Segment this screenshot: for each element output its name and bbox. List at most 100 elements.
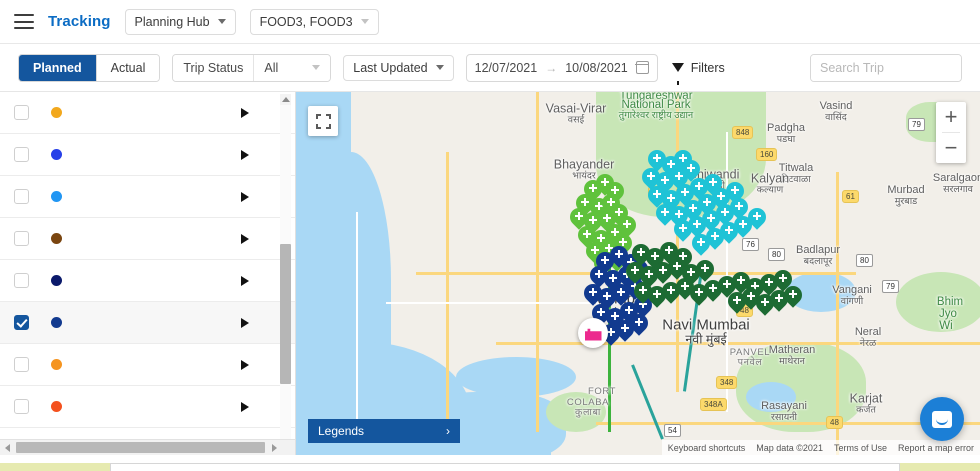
- map-marker-pin[interactable]: [626, 310, 652, 336]
- map-marker-pin[interactable]: [702, 224, 728, 250]
- map-marker-pin[interactable]: [586, 262, 612, 288]
- attribution-link[interactable]: Report a map error: [897, 442, 974, 453]
- table-row[interactable]: [0, 260, 295, 302]
- map-marker-pin[interactable]: [700, 276, 726, 302]
- map-canvas[interactable]: Vasai-Virar वसई Tungareshwar National Park त…: [296, 92, 980, 455]
- last-updated-dropdown[interactable]: Last Updated: [343, 54, 454, 81]
- entity-select-dropdown[interactable]: FOOD3, FOOD3: [249, 8, 379, 35]
- map-marker-pin[interactable]: [652, 200, 678, 226]
- row-checkbox[interactable]: [14, 105, 29, 120]
- map-marker-pin[interactable]: [566, 204, 592, 230]
- map-marker-pin[interactable]: [664, 254, 690, 280]
- map-marker-pin[interactable]: [738, 284, 764, 310]
- play-triangle-icon[interactable]: [241, 191, 249, 202]
- trip-status-select[interactable]: All: [253, 54, 331, 81]
- tab-planned[interactable]: Planned: [19, 54, 96, 81]
- map-marker-pin[interactable]: [694, 190, 720, 216]
- attribution-link[interactable]: Keyboard shortcuts: [667, 442, 746, 453]
- map-marker-pin[interactable]: [580, 208, 606, 234]
- map-marker-pin[interactable]: [700, 170, 726, 196]
- map-marker-pin[interactable]: [742, 274, 768, 300]
- play-triangle-icon[interactable]: [241, 317, 249, 328]
- map-marker-pin[interactable]: [610, 230, 636, 256]
- date-range-picker[interactable]: 12/07/2021 → 10/08/2021: [465, 53, 658, 82]
- table-row[interactable]: [0, 218, 295, 260]
- map-marker-pin[interactable]: [608, 280, 634, 306]
- table-row[interactable]: [0, 302, 295, 344]
- row-checkbox[interactable]: [14, 399, 29, 414]
- plan-mode-toggle[interactable]: Planned Actual: [18, 53, 161, 82]
- play-triangle-icon[interactable]: [241, 107, 249, 118]
- map-marker-pin[interactable]: [726, 194, 752, 220]
- map-marker-pin[interactable]: [656, 238, 682, 264]
- row-checkbox[interactable]: [14, 189, 29, 204]
- zoom-in-button[interactable]: +: [944, 104, 958, 129]
- map-marker-pin[interactable]: [708, 184, 734, 210]
- table-row[interactable]: [0, 386, 295, 428]
- map-marker-pin[interactable]: [650, 258, 676, 284]
- scrollbar-thumb[interactable]: [280, 244, 291, 384]
- map-marker-pin[interactable]: [588, 226, 614, 252]
- map-marker-pin[interactable]: [628, 240, 654, 266]
- map-marker-pin[interactable]: [652, 168, 678, 194]
- map-marker-pin[interactable]: [616, 298, 642, 324]
- map-marker-pin[interactable]: [580, 280, 606, 306]
- map-marker-pin[interactable]: [598, 320, 624, 346]
- map-marker-pin[interactable]: [602, 304, 628, 330]
- map-marker-pin[interactable]: [686, 280, 712, 306]
- map-marker-pin[interactable]: [630, 278, 656, 304]
- map-marker-pin[interactable]: [670, 244, 696, 270]
- table-row[interactable]: [0, 134, 295, 176]
- map-marker-pin[interactable]: [638, 164, 664, 190]
- planning-hub-dropdown[interactable]: Planning Hub: [124, 8, 236, 35]
- play-triangle-icon[interactable]: [241, 233, 249, 244]
- hscrollbar-thumb[interactable]: [16, 442, 265, 453]
- map-marker-pin[interactable]: [678, 260, 704, 286]
- map-marker-pin[interactable]: [670, 146, 696, 172]
- map-marker-pin[interactable]: [588, 300, 614, 326]
- map-marker-pin[interactable]: [596, 236, 622, 262]
- map-marker-pin[interactable]: [728, 268, 754, 294]
- tab-actual[interactable]: Actual: [95, 54, 160, 81]
- scroll-up-button[interactable]: [280, 94, 291, 105]
- map-marker-pin[interactable]: [606, 242, 632, 268]
- map-marker-pin[interactable]: [644, 146, 670, 172]
- play-triangle-icon[interactable]: [241, 149, 249, 160]
- map-marker-pin[interactable]: [622, 258, 648, 284]
- map-marker-pin[interactable]: [592, 170, 618, 196]
- map-marker-pin[interactable]: [770, 266, 796, 292]
- map-marker-pin[interactable]: [594, 284, 620, 310]
- table-row[interactable]: [0, 344, 295, 386]
- map-marker-pin[interactable]: [602, 220, 628, 246]
- map-marker-pin[interactable]: [598, 190, 624, 216]
- map-marker-pin[interactable]: [678, 156, 704, 182]
- date-from[interactable]: 12/07/2021: [474, 60, 538, 75]
- map-marker-pin[interactable]: [606, 200, 632, 226]
- map-marker-pin[interactable]: [744, 204, 770, 230]
- map-marker-pin[interactable]: [600, 266, 626, 292]
- attribution-link[interactable]: Terms of Use: [833, 442, 887, 453]
- map-marker-pin[interactable]: [686, 174, 712, 200]
- map-marker-pin[interactable]: [714, 272, 740, 298]
- map-marker-pin[interactable]: [580, 176, 606, 202]
- date-to[interactable]: 10/08/2021: [565, 60, 628, 75]
- map-marker-pin[interactable]: [642, 244, 668, 270]
- trip-status-filter[interactable]: Trip Status All: [172, 53, 332, 82]
- play-triangle-icon[interactable]: [241, 275, 249, 286]
- map-marker-pin[interactable]: [698, 206, 724, 232]
- search-input[interactable]: [811, 54, 961, 81]
- scroll-right-button[interactable]: [267, 443, 281, 452]
- legends-button[interactable]: Legends ›: [308, 419, 460, 443]
- hamburger-icon[interactable]: [14, 14, 34, 29]
- map-marker-pin[interactable]: [730, 212, 756, 238]
- map-marker-pin[interactable]: [586, 194, 612, 220]
- map-marker-pin[interactable]: [630, 292, 656, 318]
- map-marker-pin[interactable]: [766, 286, 792, 312]
- map-marker-pin[interactable]: [712, 200, 738, 226]
- fullscreen-button[interactable]: [308, 106, 338, 136]
- map-marker-pin[interactable]: [722, 178, 748, 204]
- map-marker-pin[interactable]: [780, 282, 806, 308]
- map-marker-pin[interactable]: [724, 288, 750, 314]
- map-marker-pin[interactable]: [756, 270, 782, 296]
- map-marker-pin[interactable]: [666, 164, 692, 190]
